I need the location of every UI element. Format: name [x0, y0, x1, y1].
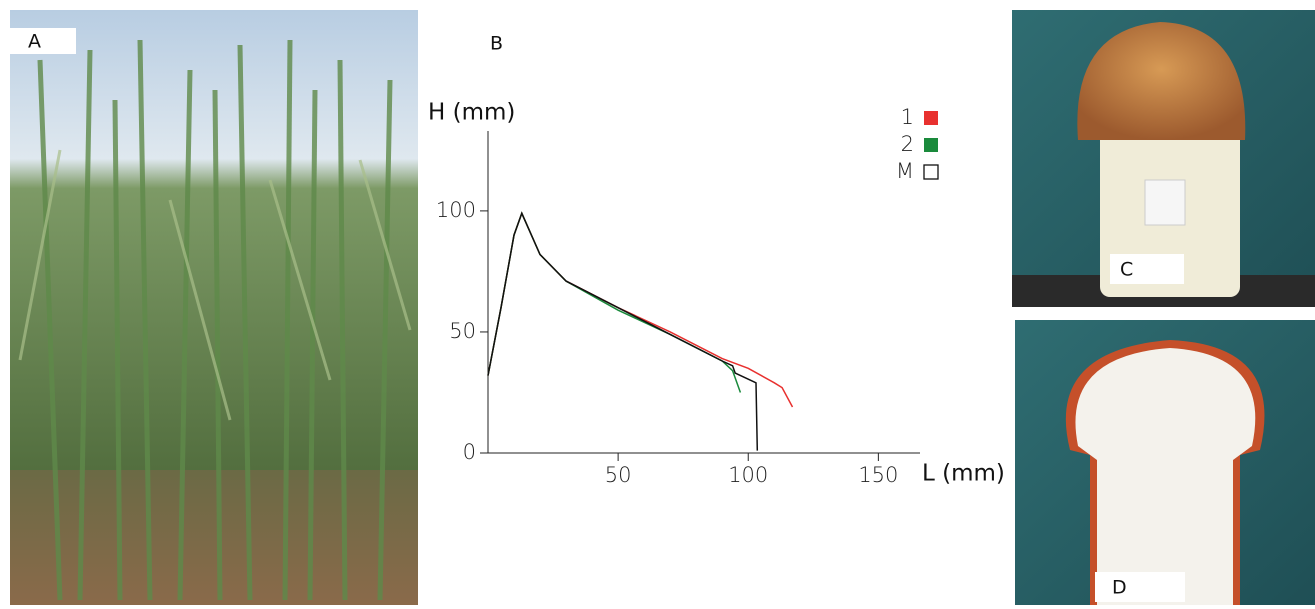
legend-label: 2: [901, 132, 914, 156]
panel-label-bg: [1110, 254, 1184, 284]
data-line: [487, 211, 759, 451]
y-tick-label: 50: [449, 319, 476, 343]
photo-bread-slice: [1015, 320, 1315, 605]
x-tick-label: 150: [858, 463, 898, 487]
panel-label: B: [490, 33, 503, 55]
data-line: [487, 211, 742, 393]
photo-bread-loaf: [1012, 10, 1315, 307]
y-tick-label: 0: [463, 440, 476, 464]
x-tick-label: 50: [605, 463, 632, 487]
panel-label: A: [28, 31, 41, 53]
legend-swatch: [924, 111, 938, 125]
y-axis-label: H (mm): [428, 100, 515, 126]
x-axis-label: L (mm): [922, 461, 1005, 487]
panel-label: C: [1120, 259, 1133, 281]
photo-wheat: [10, 10, 418, 605]
legend-label: M: [896, 159, 914, 183]
legend-label: 1: [901, 105, 914, 129]
panel-label-bg: [10, 28, 76, 54]
panel-label-bg: [1095, 572, 1185, 602]
y-tick-label: 100: [436, 198, 476, 222]
x-tick-label: 100: [728, 463, 768, 487]
legend-swatch: [924, 138, 938, 152]
panel-label: D: [1112, 577, 1127, 599]
legend-swatch: [923, 164, 939, 180]
